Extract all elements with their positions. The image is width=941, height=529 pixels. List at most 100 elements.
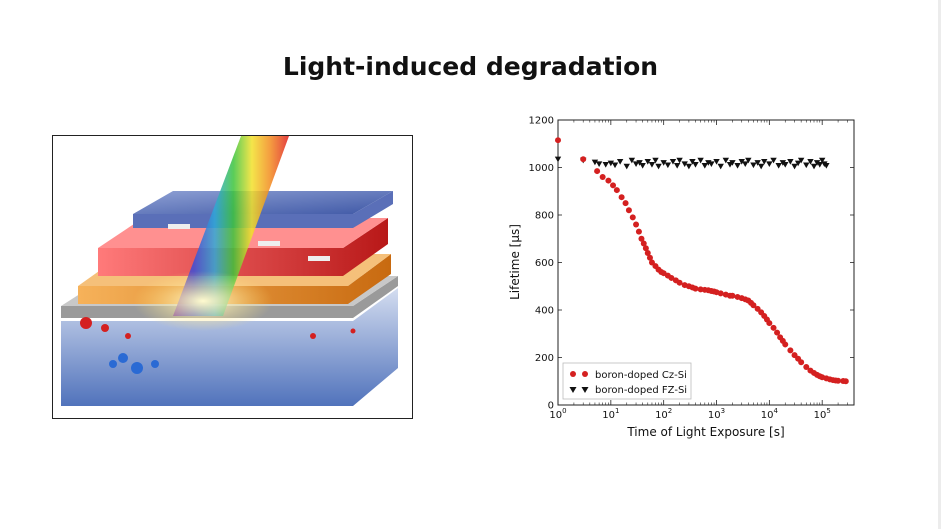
series-fz-si [554, 156, 830, 170]
lifetime-chart: 0 200 400 600 800 1000 1200 100 101 102 103 104 105… [505, 108, 875, 448]
fz-si-point [655, 163, 662, 170]
fz-si-point [648, 162, 656, 168]
legend-fz-marker-1 [569, 387, 577, 393]
fz-si-point [770, 157, 777, 164]
fz-si-point [595, 161, 603, 167]
cz-si-point [774, 329, 781, 336]
fz-si-point [713, 158, 720, 165]
fz-si-point [701, 163, 708, 169]
cz-si-point [580, 156, 587, 163]
cz-si-point [642, 245, 649, 252]
slide-title: Light-induced degradation [282, 52, 659, 81]
fz-si-point [803, 162, 810, 169]
fz-si-point [611, 162, 619, 169]
legend-box [562, 362, 692, 400]
fz-si-point [689, 158, 696, 165]
cz-si-point [594, 168, 601, 175]
cz-si-point [729, 292, 736, 299]
x-tick-label: 101 [602, 407, 619, 421]
fz-si-point [818, 157, 826, 164]
fz-si-point [807, 158, 814, 165]
series-cz-si [555, 137, 849, 385]
fz-si-point [794, 160, 802, 167]
y-tick-label: 400 [535, 306, 554, 317]
fz-si-point [644, 158, 651, 165]
x-axis-ticks: 100 101 102 103 104 105 [549, 120, 855, 421]
cz-si-point [782, 341, 789, 348]
fz-si-point [673, 163, 681, 169]
fz-si-point [685, 163, 693, 170]
y-tick-label: 1000 [529, 163, 554, 174]
fz-si-point [742, 161, 749, 167]
cz-si-point [750, 302, 757, 309]
cz-si-point [803, 364, 810, 370]
fz-si-point [761, 158, 768, 165]
cz-si-point [692, 285, 699, 292]
y-tick-label: 200 [535, 353, 554, 364]
legend: boron-doped Cz-Si boron-doped FZ-Si [562, 362, 692, 400]
legend-cz-label: boron-doped Cz-Si [595, 370, 687, 381]
fz-si-point [623, 163, 630, 170]
cz-si-point [835, 377, 842, 384]
y-tick-label: 1200 [529, 116, 554, 127]
cz-si-point [629, 214, 636, 221]
fz-si-point [782, 162, 789, 168]
fz-si-point [664, 162, 672, 169]
cz-si-point [644, 250, 651, 256]
lifetime-chart-svg: 0 200 400 600 800 1000 1200 100 101 102 103 104 105… [508, 116, 855, 439]
fz-si-point [729, 160, 736, 166]
cz-si-point [618, 194, 625, 201]
cz-si-point [676, 279, 683, 286]
fz-si-point [775, 163, 782, 169]
fz-si-point [636, 160, 643, 166]
y-axis-label: Lifetime [μs] [508, 224, 522, 300]
cz-si-point [842, 378, 849, 385]
legend-cz-marker-2 [582, 371, 588, 377]
cz-si-point [613, 187, 620, 194]
cz-si-point [599, 174, 606, 180]
cz-si-point [770, 324, 777, 331]
fz-si-point [745, 157, 752, 164]
cz-si-point [640, 240, 647, 247]
x-tick-label: 103 [708, 407, 725, 421]
fz-si-point [754, 160, 761, 166]
fz-si-point [734, 163, 741, 169]
fz-si-point [823, 163, 830, 169]
fz-si-point [816, 162, 823, 168]
cz-si-point [638, 235, 645, 242]
fz-si-point [697, 157, 704, 164]
cz-si-point [766, 320, 773, 327]
cz-si-point [622, 200, 629, 207]
fz-si-point [639, 163, 646, 169]
fz-si-point [681, 161, 688, 167]
fz-si-point [591, 159, 599, 166]
cz-si-point [717, 290, 724, 297]
fz-si-point [554, 156, 562, 163]
fz-si-point [692, 162, 699, 168]
legend-fz-label: boron-doped FZ-Si [595, 385, 687, 396]
fz-si-point [813, 160, 821, 166]
slide-right-edge [938, 0, 941, 529]
legend-fz-marker-2 [581, 387, 589, 393]
cz-si-point [668, 274, 675, 281]
legend-cz-marker-1 [570, 371, 576, 377]
fz-si-point [787, 158, 794, 165]
fz-si-point [616, 158, 624, 165]
fz-si-point [708, 161, 715, 167]
fz-si-point [810, 163, 818, 170]
fz-si-point [652, 157, 659, 164]
fz-si-point [669, 158, 677, 165]
x-tick-label: 100 [549, 407, 566, 421]
y-tick-label: 0 [548, 401, 554, 412]
x-tick-label: 102 [655, 407, 672, 421]
fz-si-point [797, 157, 805, 164]
fz-si-point [632, 161, 640, 167]
fz-si-point [660, 160, 667, 166]
fz-si-point [750, 162, 757, 169]
y-tick-label: 600 [535, 258, 554, 269]
y-axis-ticks: 0 200 400 600 800 1000 1200 [529, 116, 854, 412]
solar-cell-light-illustration [61, 136, 398, 406]
fz-si-point [717, 163, 724, 170]
x-axis-label: Time of Light Exposure [s] [626, 425, 784, 439]
fz-si-point [791, 163, 798, 170]
